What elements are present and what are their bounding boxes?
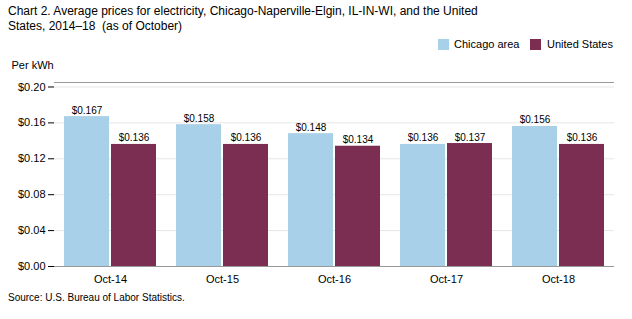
svg-text:$0.16: $0.16 [18, 116, 46, 128]
svg-text:$0.148: $0.148 [296, 122, 327, 133]
svg-text:$0.156: $0.156 [520, 114, 551, 125]
svg-text:Oct-18: Oct-18 [542, 273, 575, 285]
svg-text:$0.158: $0.158 [184, 113, 215, 124]
svg-text:$0.137: $0.137 [455, 132, 486, 143]
svg-text:$0.136: $0.136 [231, 132, 262, 143]
svg-text:$0.167: $0.167 [72, 105, 103, 116]
svg-text:$0.134: $0.134 [343, 134, 374, 145]
svg-text:$0.12: $0.12 [18, 152, 46, 164]
html-text:Chart 2. Average prices for el: Chart 2. Average prices for electricity,… [8, 4, 478, 33]
svg-text:$0.136: $0.136 [567, 132, 598, 143]
svg-text:$0.20: $0.20 [18, 81, 46, 93]
svg-text:$0.08: $0.08 [18, 188, 46, 200]
svg-text:Oct-16: Oct-16 [318, 273, 351, 285]
svg-text:$0.136: $0.136 [408, 132, 439, 143]
html-text:Chicago area: Chicago area [454, 38, 520, 51]
svg-text:$0.136: $0.136 [119, 132, 150, 143]
svg-text:Oct-17: Oct-17 [430, 273, 463, 285]
svg-text:Oct-15: Oct-15 [206, 273, 239, 285]
html-text:United States: United States [547, 38, 613, 51]
svg-text:$0.04: $0.04 [18, 224, 46, 236]
html-text:Source: U.S. Bureau of Labor S: Source: U.S. Bureau of Labor Statistics. [8, 292, 185, 303]
svg-text:$0.00: $0.00 [18, 260, 46, 272]
svg-text:Per kWh: Per kWh [12, 59, 54, 71]
svg-text:Oct-14: Oct-14 [94, 273, 127, 285]
